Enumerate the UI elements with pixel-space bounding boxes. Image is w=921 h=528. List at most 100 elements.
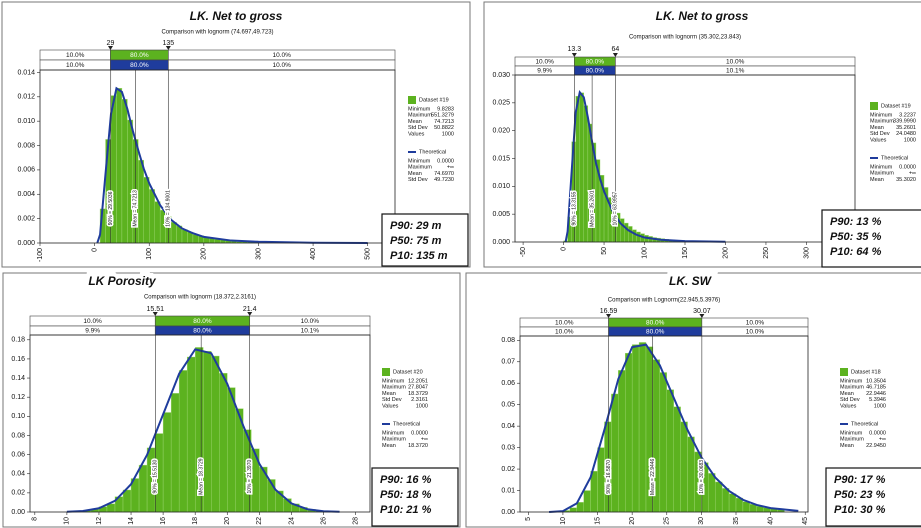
x-tick-label: 200: [722, 247, 729, 259]
summary-line: P10: 64 %: [830, 246, 882, 258]
percentile-marker: [247, 312, 253, 316]
stat-value: 35.3020: [896, 177, 916, 183]
stat-name: Maximum: [840, 437, 864, 443]
stat-value: 49.7230: [434, 177, 454, 183]
stat-name: Maximum: [870, 119, 894, 125]
histogram-bar: [143, 177, 150, 244]
panel-border: [1, 1, 471, 268]
histogram-bar: [154, 201, 161, 244]
percentile-label: 80.0%: [130, 52, 149, 59]
summary-line: P90: 17 %: [834, 474, 886, 486]
y-tick-label: 0.014: [17, 69, 35, 76]
y-tick-label: 0.000: [17, 240, 35, 247]
chart-panel: LK. Net to gross Comparison with lognorm …: [1, 1, 471, 268]
summary-line: P10: 21 %: [380, 504, 432, 516]
summary-line: P50: 35 %: [830, 231, 882, 243]
reference-label: Mean = 35.2601: [589, 190, 595, 226]
y-tick-label: 0.00: [501, 509, 515, 516]
stat-value: 339.9990: [893, 119, 916, 125]
stat-name: Mean: [408, 119, 422, 125]
percentile-marker: [606, 314, 612, 318]
stat-value: 18.3720: [408, 443, 428, 449]
stat-value: +∞: [879, 437, 886, 443]
percentile-marker: [612, 53, 618, 57]
y-tick-label: 0.18: [11, 337, 25, 344]
stat-name: Maximum: [870, 171, 894, 177]
histogram-bar: [721, 488, 730, 513]
percentile-marker-label: 29: [107, 40, 115, 47]
histogram-bar: [583, 105, 589, 243]
legend-swatch: [840, 368, 848, 376]
y-tick-label: 0.02: [11, 490, 25, 497]
histogram-bar: [211, 355, 220, 513]
legend-label: Dataset #19: [419, 97, 449, 103]
percentile-label: 10.1%: [301, 328, 320, 335]
histogram-bar: [728, 493, 737, 513]
legend-label: Dataset #18: [851, 369, 881, 375]
legend-label: Theoretical: [419, 149, 446, 155]
percentile-marker: [699, 314, 705, 318]
percentile-marker-label: 16.59: [600, 308, 618, 315]
stat-name: Std Dev: [408, 125, 428, 131]
legend-swatch: [870, 102, 878, 110]
summary-line: P10: 135 m: [390, 250, 448, 262]
y-tick-label: 0.01: [501, 487, 515, 494]
stat-value: 74.7213: [434, 119, 454, 125]
stat-name: Minimum: [408, 158, 431, 164]
chart-title: LK. Net to gross: [656, 9, 749, 23]
chart-title: LK Porosity: [88, 274, 157, 288]
x-tick-label: 14: [128, 517, 135, 525]
y-tick-label: 0.020: [492, 128, 510, 135]
histogram-bar: [620, 218, 625, 243]
chart-panel: LK. Net to gross Comparison with lognorm …: [483, 1, 921, 268]
reference-label: 90% = 15.5130: [153, 459, 159, 493]
x-tick-label: 250: [763, 247, 770, 259]
x-tick-label: 10: [64, 517, 71, 525]
y-tick-label: 0.015: [492, 155, 510, 162]
stat-name: Minimum: [382, 378, 405, 384]
stat-value: 0.0000: [869, 430, 886, 436]
histogram-bar: [579, 92, 585, 243]
percentile-marker: [152, 312, 158, 316]
stat-value: 1000: [904, 137, 916, 143]
stat-name: Maximum: [840, 385, 864, 391]
legend-label: Dataset #19: [881, 103, 911, 109]
y-tick-label: 0.008: [17, 142, 35, 149]
y-tick-label: 0.12: [11, 394, 25, 401]
stat-name: Minimum: [840, 430, 863, 436]
reference-label: 10% = 134.9001: [166, 190, 172, 227]
stat-value: 1000: [442, 131, 454, 137]
chart-subtitle: Comparison with Lognorm(22.945,5.3976): [608, 298, 720, 304]
percentile-label: 80.0%: [130, 62, 149, 69]
x-tick-label: 26: [320, 517, 327, 525]
y-tick-label: 0.06: [501, 380, 515, 387]
y-tick-label: 0.04: [501, 423, 515, 430]
histogram-bar: [680, 421, 688, 513]
histogram-bar: [576, 502, 584, 513]
panel-border: [2, 272, 461, 528]
chart-subtitle: Comparison with lognorm (35.302,23.843): [629, 35, 741, 41]
stat-name: Mean: [382, 391, 396, 397]
histogram-bar: [149, 189, 155, 244]
reference-label: 10% = 63.9957: [613, 191, 619, 225]
x-tick-label: 25: [664, 517, 671, 525]
y-tick-label: 0.08: [501, 337, 515, 344]
x-tick-label: 12: [96, 517, 103, 525]
stat-value: 74.6970: [434, 171, 454, 177]
panel-border: [465, 272, 921, 528]
histogram-bar: [625, 352, 633, 513]
histogram-bar: [227, 387, 236, 513]
percentile-marker-label: 13.3: [568, 46, 582, 53]
theoretical-curve: [96, 86, 368, 244]
histogram-bar: [106, 503, 116, 513]
summary-box: [821, 209, 921, 268]
x-tick-label: 500: [365, 248, 372, 260]
stat-name: Values: [382, 403, 399, 409]
summary-line: P10: 30 %: [834, 504, 886, 516]
histogram-bar: [666, 389, 674, 513]
percentile-marker: [165, 46, 171, 50]
panel-border: [483, 1, 921, 268]
x-tick-label: 10: [560, 517, 567, 525]
stat-name: Mean: [870, 125, 884, 131]
